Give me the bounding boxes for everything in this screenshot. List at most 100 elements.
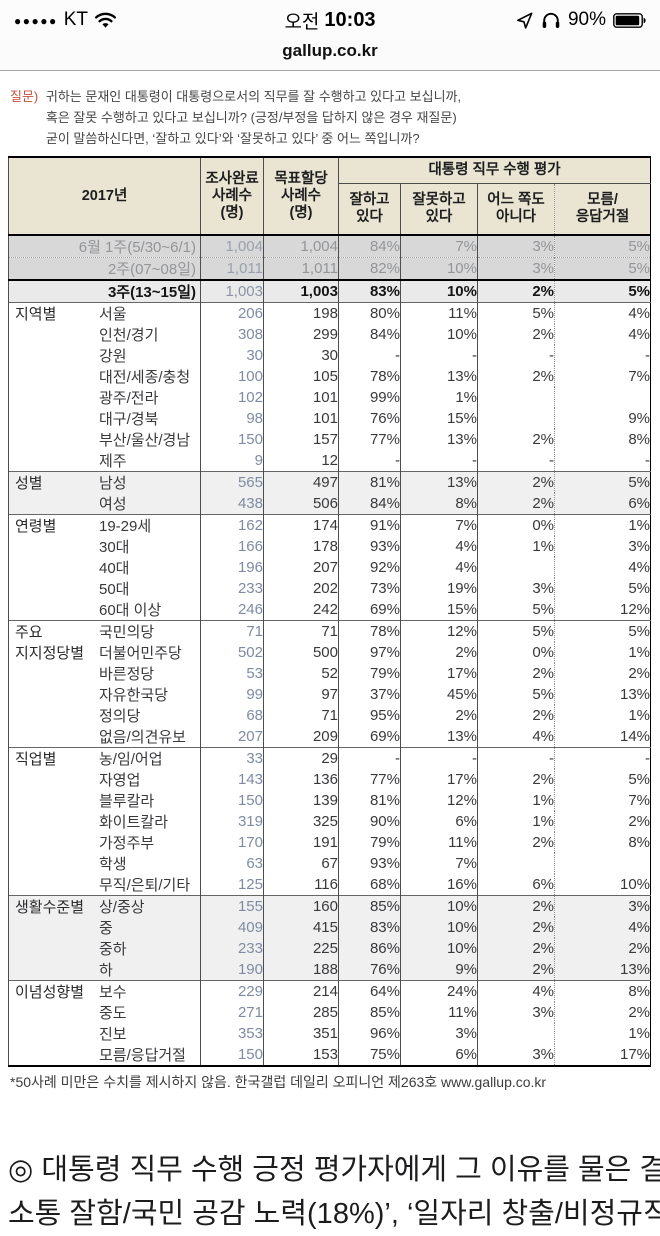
header-neither: 어느 쪽도 아니다 (477, 182, 555, 236)
cell-good: 64% (338, 980, 401, 1002)
cell-neither: - (477, 345, 555, 366)
address-bar[interactable]: gallup.co.kr (0, 40, 660, 71)
row-label-cell: 대전/세종/충청 (8, 366, 201, 387)
cell-good: - (338, 345, 401, 366)
cell-neither: 1% (477, 790, 555, 811)
cell-t: 285 (263, 1002, 339, 1023)
table-row: 연령별 19-29세 162 174 91% 7% 0% 1% (8, 514, 651, 536)
category-label: 서울 (99, 306, 127, 323)
row-label-cell: 중도 (8, 1002, 201, 1023)
row-label-cell: 제주 (8, 450, 201, 472)
cell-dk: 4% (553, 324, 651, 345)
group-label: 생활수준별 (15, 899, 85, 916)
category-label: 인천/경기 (99, 327, 159, 344)
cell-good: 77% (338, 769, 401, 790)
table-row: 직업별 농/임/어업 33 29- - - - (8, 747, 651, 769)
cell-dk: 8% (553, 832, 651, 853)
cell-t: 209 (263, 726, 339, 748)
cell-neither: 5% (477, 684, 555, 705)
cell-neither: 0% (477, 514, 555, 536)
cell-good: - (338, 450, 401, 472)
cell-good: 95% (338, 705, 401, 726)
cell-t: 30 (263, 345, 339, 366)
footnote-text: *50사례 미만은 수치를 제시하지 않음. 한국갤럽 데일리 오피니언 제26… (10, 1074, 442, 1090)
cell-c: 308 (200, 324, 264, 345)
category-label: 가정주부 (99, 835, 155, 852)
cell-bad: - (400, 450, 478, 472)
poll-table-header: 2017년 조사완료 사례수 (명) 목표할당 사례수 (명) 대통령 직무 수… (8, 157, 651, 236)
category-label: 대구/경북 (99, 411, 159, 428)
battery-percent-label: 90% (567, 9, 606, 30)
row-label-cell: 생활수준별 상/중상 (8, 895, 201, 917)
status-right: 90% (515, 9, 646, 31)
table-row: 블루칼라 150 139 81% 12% 1% 7% (8, 790, 651, 811)
category-label: 50대 (99, 581, 130, 598)
table-row: 정의당 68 71 95% 2% 2% 1% (8, 705, 651, 726)
cell-bad: 10% (400, 324, 478, 345)
cell-t: 71 (263, 705, 339, 726)
cell-dk: 7% (553, 366, 651, 387)
question-prefix: 질문) (10, 89, 42, 104)
cell-bad: 4% (400, 536, 478, 557)
cell-good: 97% (338, 642, 401, 663)
group-label: 지지정당별 (15, 645, 85, 662)
cell-neither: - (477, 450, 555, 472)
table-row: 화이트칼라 319 325 90% 6% 1% 2% (8, 811, 651, 832)
cell-c: 143 (200, 769, 264, 790)
cell-t: 97 (263, 684, 339, 705)
cell-t: 157 (263, 429, 339, 450)
cell-good: 93% (338, 853, 401, 874)
cell-good: 83% (338, 279, 401, 303)
table-row: 인천/경기 308 299 84% 10% 2% 4% (8, 324, 651, 345)
cell-t: 299 (263, 324, 339, 345)
cell-good: 79% (338, 832, 401, 853)
row-label-cell: 인천/경기 (8, 324, 201, 345)
cell-t: 500 (263, 642, 339, 663)
cell-c: 150 (200, 790, 264, 811)
category-label: 강원 (99, 348, 127, 365)
cell-c: 319 (200, 811, 264, 832)
cell-t: 1,004 (263, 235, 339, 258)
location-arrow-icon (515, 11, 534, 30)
category-label: 바른정당 (99, 666, 155, 683)
cell-bad: 7% (400, 514, 478, 536)
row-label-cell: 2주(07~08일) (8, 257, 201, 280)
cell-dk: 1% (553, 642, 651, 663)
row-label-cell: 자영업 (8, 769, 201, 790)
cell-good: 79% (338, 663, 401, 684)
cell-neither: 2% (477, 471, 555, 493)
cell-c: 409 (200, 917, 264, 938)
cell-dk: - (553, 747, 651, 769)
question-text: 귀하는 문재인 대통령이 대통령으로서의 직무를 잘 수행하고 있다고 보십니까… (45, 89, 462, 146)
cell-c: 1,011 (200, 257, 264, 280)
group-label: 직업별 (15, 751, 57, 768)
cell-t: 325 (263, 811, 339, 832)
cell-bad: 45% (400, 684, 478, 705)
row-label-cell: 50대 (8, 578, 201, 599)
table-row: 중하 233 225 86% 10% 2% 2% (8, 938, 651, 959)
cell-t: 506 (263, 493, 339, 515)
cell-bad: 8% (400, 493, 478, 515)
cell-t: 202 (263, 578, 339, 599)
group-label: 주요 (15, 624, 43, 641)
cell-dk: 5% (553, 620, 651, 642)
group-label: 성별 (15, 475, 43, 492)
cell-good: 75% (338, 1044, 401, 1066)
cell-neither: 0% (477, 642, 555, 663)
table-row: 진보 353 351 96% 3% 1% (8, 1023, 651, 1044)
category-label: 농/임/어업 (99, 751, 163, 768)
category-label: 무직/은퇴/기타 (99, 877, 191, 894)
cell-dk: 10% (553, 874, 651, 896)
table-row: 3주(13~15일) 1,003 1,003 83% 10% 2% 5% (8, 279, 651, 303)
footnote-url[interactable]: www.gallup.co.kr (441, 1074, 547, 1090)
cell-dk: 13% (553, 684, 651, 705)
category-label: 19-29세 (99, 518, 152, 535)
article-text: ◎ 대통령 직무 수행 긍정 평가자에게 그 이유를 물은 결과(82 소통 잘… (8, 1148, 660, 1236)
row-label-cell: 모름/응답거절 (8, 1044, 201, 1066)
group-label: 연령별 (15, 518, 57, 535)
category-label: 자유한국당 (99, 687, 169, 704)
table-row: 자영업 143 136 77% 17% 2% 5% (8, 769, 651, 790)
headphones-icon (541, 11, 561, 29)
cell-bad: 17% (400, 663, 478, 684)
table-row: 부산/울산/경남 150 157 77% 13% 2% 8% (8, 429, 651, 450)
